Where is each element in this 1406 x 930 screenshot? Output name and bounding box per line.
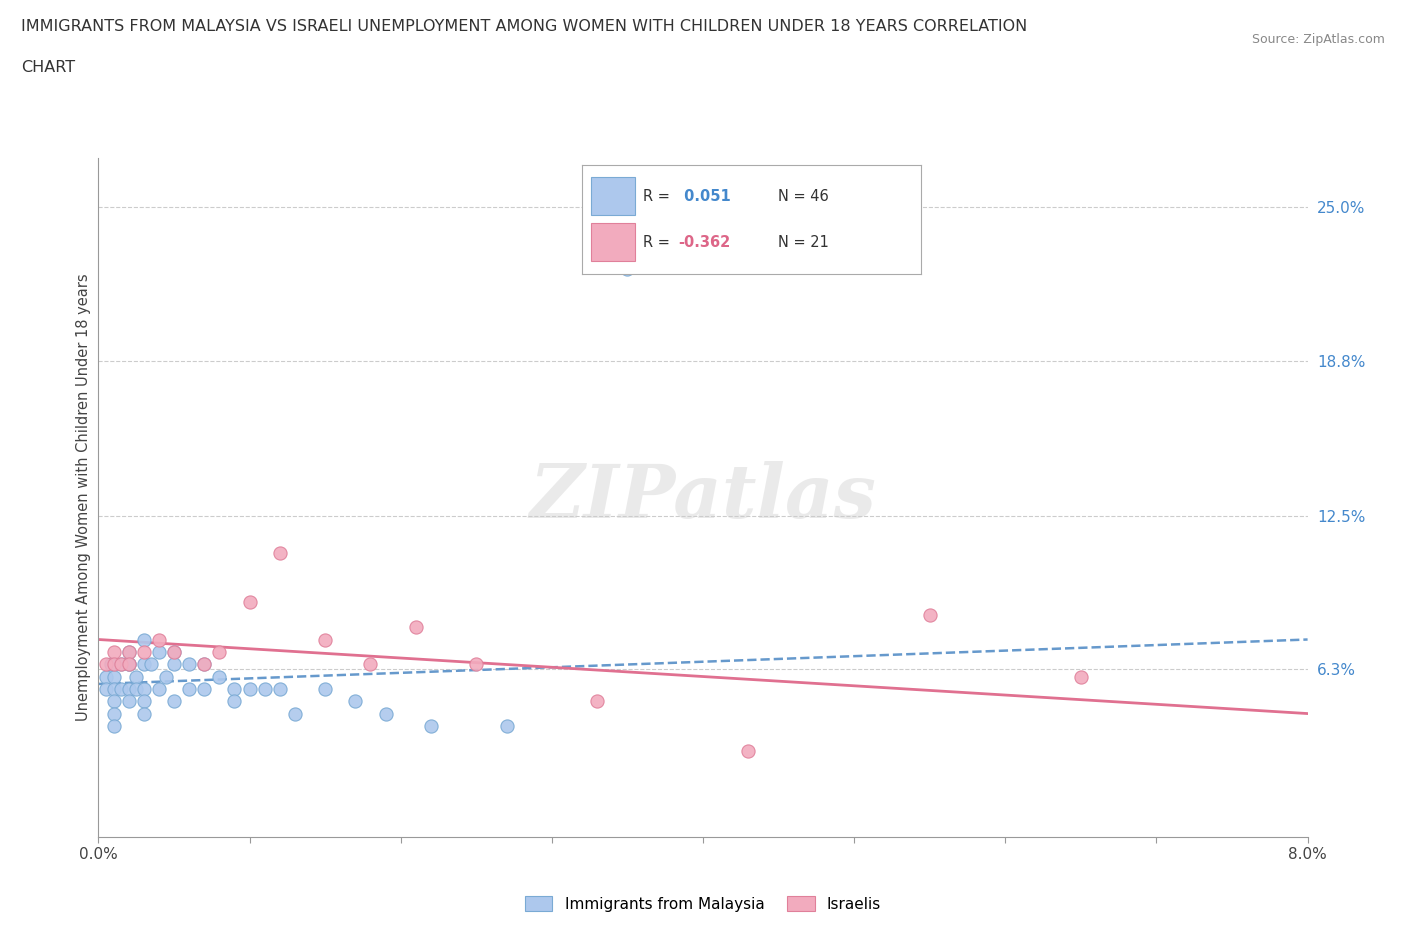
- Point: [163, 644, 186, 659]
- Text: ZIPatlas: ZIPatlas: [530, 461, 876, 534]
- Point: [110, 682, 132, 697]
- Point: [419, 719, 441, 734]
- Point: [1070, 669, 1092, 684]
- Point: [314, 682, 336, 697]
- Point: [132, 694, 155, 709]
- Point: [344, 694, 367, 709]
- Point: [155, 669, 177, 684]
- Text: CHART: CHART: [21, 60, 75, 75]
- Point: [193, 657, 215, 671]
- Point: [103, 669, 125, 684]
- Point: [359, 657, 381, 671]
- Text: Source: ZipAtlas.com: Source: ZipAtlas.com: [1251, 33, 1385, 46]
- Point: [103, 719, 125, 734]
- Point: [163, 657, 186, 671]
- Point: [405, 619, 427, 634]
- Point: [100, 657, 122, 671]
- Point: [118, 657, 141, 671]
- Point: [132, 644, 155, 659]
- Point: [224, 694, 246, 709]
- Point: [586, 694, 609, 709]
- Point: [118, 694, 141, 709]
- Point: [118, 644, 141, 659]
- Point: [103, 694, 125, 709]
- Point: [163, 694, 186, 709]
- Point: [94, 657, 117, 671]
- Point: [148, 632, 170, 647]
- Point: [110, 657, 132, 671]
- Point: [103, 644, 125, 659]
- Point: [132, 706, 155, 721]
- Point: [94, 682, 117, 697]
- Point: [269, 682, 291, 697]
- Point: [179, 657, 201, 671]
- Point: [118, 682, 141, 697]
- Point: [208, 669, 231, 684]
- Point: [314, 632, 336, 647]
- Point: [284, 706, 307, 721]
- Point: [141, 657, 163, 671]
- Y-axis label: Unemployment Among Women with Children Under 18 years: Unemployment Among Women with Children U…: [76, 273, 91, 722]
- Point: [193, 682, 215, 697]
- Point: [148, 644, 170, 659]
- Point: [118, 644, 141, 659]
- Point: [918, 607, 941, 622]
- Point: [179, 682, 201, 697]
- Point: [103, 682, 125, 697]
- Point: [224, 682, 246, 697]
- Point: [269, 546, 291, 561]
- Point: [374, 706, 396, 721]
- Point: [132, 657, 155, 671]
- Point: [495, 719, 517, 734]
- Point: [239, 595, 262, 610]
- Point: [208, 644, 231, 659]
- Point: [737, 743, 759, 758]
- Point: [465, 657, 488, 671]
- Point: [132, 632, 155, 647]
- Point: [118, 657, 141, 671]
- Point: [253, 682, 276, 697]
- Point: [193, 657, 215, 671]
- Point: [103, 657, 125, 671]
- Point: [125, 682, 148, 697]
- Point: [148, 682, 170, 697]
- Point: [103, 706, 125, 721]
- Legend: Immigrants from Malaysia, Israelis: Immigrants from Malaysia, Israelis: [519, 889, 887, 918]
- Point: [163, 644, 186, 659]
- Text: IMMIGRANTS FROM MALAYSIA VS ISRAELI UNEMPLOYMENT AMONG WOMEN WITH CHILDREN UNDER: IMMIGRANTS FROM MALAYSIA VS ISRAELI UNEM…: [21, 19, 1028, 33]
- Point: [94, 669, 117, 684]
- Point: [132, 682, 155, 697]
- Point: [110, 657, 132, 671]
- Point: [118, 657, 141, 671]
- Point: [125, 669, 148, 684]
- Point: [239, 682, 262, 697]
- Point: [616, 261, 638, 276]
